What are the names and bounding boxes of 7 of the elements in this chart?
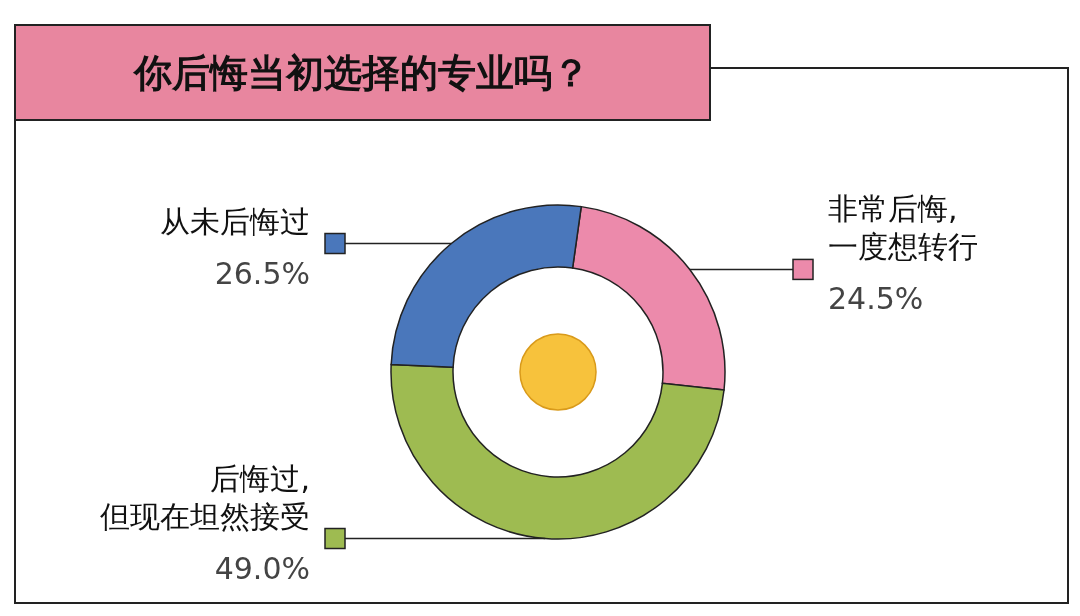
chart-title: 你后悔当初选择的专业吗？ (132, 51, 590, 95)
slice-label: 后悔过, 但现在坦然接受 (100, 460, 310, 534)
data-label: 26.5% (214, 255, 310, 291)
data-label: 49.0% (214, 550, 310, 586)
slice-label: 非常后悔, 一度想转行 (828, 191, 978, 265)
slice-label: 从未后悔过 (160, 203, 310, 239)
data-label: 24.5% (828, 281, 924, 317)
